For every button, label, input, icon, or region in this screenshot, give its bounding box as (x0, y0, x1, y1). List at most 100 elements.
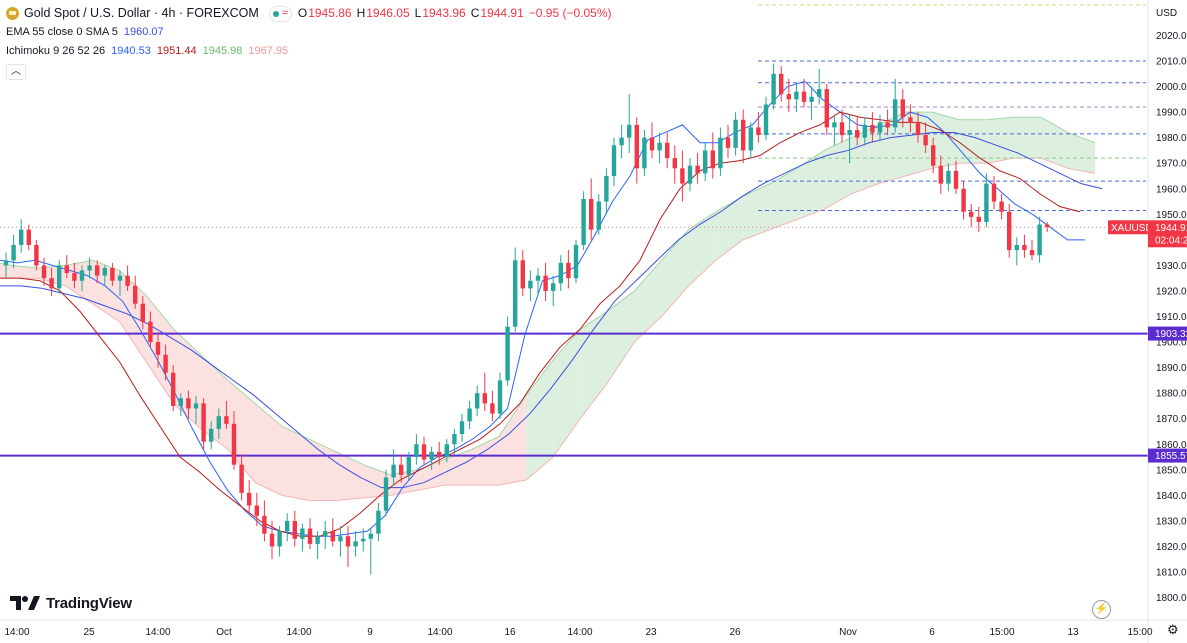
y-tick-label: 2000.00 (1156, 82, 1187, 93)
candle-body (589, 198, 594, 230)
candle-body (216, 416, 221, 429)
y-tick-label: 1870.00 (1156, 414, 1187, 425)
chevron-up-icon[interactable]: ︿ (6, 64, 26, 80)
candle-body (437, 451, 442, 458)
candle-body (877, 122, 883, 133)
low-value: 1943.96 (422, 6, 466, 20)
symbol-tag: XAUUSD (1111, 223, 1153, 234)
kijun-sen-line (0, 111, 1081, 537)
candle-body (946, 170, 951, 184)
candle-body (809, 96, 814, 102)
symbol-title[interactable]: Gold Spot / U.S. Dollar · 4h · FOREXCOM (24, 6, 259, 20)
candle-body (680, 168, 685, 184)
gear-icon[interactable]: ⚙ (1167, 622, 1179, 637)
y-tick-label: 1850.00 (1156, 465, 1187, 476)
candle-body (338, 536, 343, 542)
cloud-segment (255, 403, 283, 496)
candle-body (383, 477, 389, 511)
close-label: C (470, 6, 480, 20)
y-tick-label: 1860.00 (1156, 440, 1187, 451)
x-tick-label: 14:00 (286, 627, 311, 638)
candle-body (163, 354, 168, 373)
currency-label: USD (1156, 8, 1177, 19)
cloud-segment (200, 354, 228, 450)
horizontal-levels[interactable] (0, 332, 1148, 457)
candle-body (665, 142, 670, 159)
cloud-segment (173, 329, 201, 429)
candle-body (657, 142, 662, 151)
ichimoku-row[interactable]: Ichimoku 9 26 52 26 1940.53 1951.44 1945… (6, 42, 617, 61)
lightning-icon[interactable]: ⚡ (1092, 600, 1111, 619)
candle-body (915, 122, 921, 136)
candle-body (839, 122, 845, 136)
candle-body (307, 528, 313, 544)
candle-body (558, 262, 563, 284)
y-tick-label: 1910.00 (1156, 312, 1187, 323)
low-label: L (414, 6, 422, 20)
candle-body (520, 260, 525, 289)
ema-row[interactable]: EMA 55 close 0 SMA 5 1960.07 (6, 23, 617, 42)
candle-body (323, 531, 328, 537)
ichimoku-span-b-value: 1967.95 (248, 45, 289, 57)
candle-body (991, 183, 997, 202)
cloud-segment (498, 395, 526, 486)
candle-body (186, 398, 191, 409)
candle-body (847, 129, 852, 136)
candle-body (832, 122, 837, 128)
candle-body (3, 260, 9, 266)
x-tick-label: Nov (839, 627, 857, 638)
y-tick-label: 1810.00 (1156, 568, 1187, 579)
candle-body (976, 216, 981, 222)
candle-body (741, 119, 746, 151)
candle-body (953, 170, 959, 189)
candle-body (49, 278, 54, 289)
candle-body (239, 464, 244, 493)
candle-body (361, 538, 366, 542)
candle-body (718, 137, 723, 169)
candle-body (893, 99, 898, 128)
cloud-segment (959, 119, 987, 164)
wave-icon: ≈ (281, 7, 288, 19)
cloud-segment (742, 183, 770, 240)
tradingview-logo[interactable]: TradingView (10, 594, 132, 612)
fibonacci-levels (758, 4, 1146, 211)
cloud-segment (553, 329, 581, 458)
horizontal-line-tag: 1903.32 (1155, 329, 1187, 340)
candle-body (771, 73, 776, 105)
candlestick-series (3, 63, 1050, 575)
candle-body (285, 520, 290, 532)
cloud-segment (526, 359, 554, 481)
market-status-icon[interactable]: ≈ (268, 5, 292, 22)
candle-body (95, 265, 100, 276)
candle-body (110, 267, 115, 281)
candle-body (1007, 211, 1012, 251)
candle-body (642, 137, 647, 169)
candle-body (391, 464, 396, 478)
price-tag-bg (1148, 448, 1187, 463)
time-axis[interactable]: 14:00 25 14:00 Oct 14:00 9 14:00 16 14:00 23 26 Nov… (4, 627, 1152, 638)
candle-body (513, 260, 518, 327)
cloud-segment (932, 112, 960, 169)
candle-body (87, 265, 92, 271)
candle-body (969, 211, 974, 217)
candle-body (300, 528, 305, 539)
candle-body (277, 531, 282, 547)
gold-coin-icon (6, 7, 19, 20)
cloud-segment (11, 265, 39, 279)
x-tick-label: 25 (83, 627, 95, 638)
candle-body (961, 188, 966, 212)
candle-body (931, 145, 936, 166)
x-tick-label: 6 (929, 627, 935, 638)
x-tick-label: 13 (1067, 627, 1079, 638)
candle-body (353, 541, 358, 547)
x-tick-label: 15:00 (989, 627, 1014, 638)
y-tick-label: 1830.00 (1156, 516, 1187, 527)
candle-body (376, 510, 381, 534)
candle-body (900, 99, 905, 118)
candle-body (171, 372, 176, 406)
cloud-segment (471, 436, 499, 486)
price-axis[interactable]: USD 2020.00 2010.00 2000.00 1990.00 1980.00 19… (1156, 8, 1187, 604)
candle-body (292, 520, 297, 539)
candle-body (619, 137, 624, 146)
